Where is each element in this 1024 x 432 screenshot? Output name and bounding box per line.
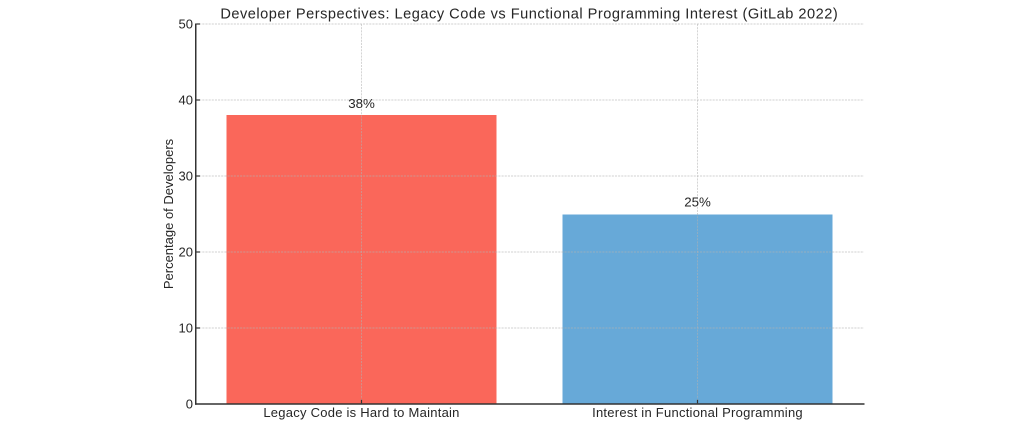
svg-text:Legacy Code is Hard to Maintai: Legacy Code is Hard to Maintain: [263, 405, 459, 420]
svg-text:40: 40: [179, 93, 193, 108]
svg-text:25%: 25%: [684, 195, 711, 210]
svg-text:38%: 38%: [348, 96, 375, 111]
svg-text:0: 0: [186, 397, 193, 412]
svg-text:30: 30: [179, 169, 193, 184]
svg-text:50: 50: [179, 17, 193, 32]
svg-text:10: 10: [179, 321, 193, 336]
svg-text:20: 20: [179, 245, 193, 260]
svg-text:Developer Perspectives: Legacy: Developer Perspectives: Legacy Code vs F…: [220, 7, 838, 23]
svg-text:Percentage of Developers: Percentage of Developers: [161, 138, 176, 289]
svg-text:Interest in Functional Program: Interest in Functional Programming: [592, 405, 803, 420]
